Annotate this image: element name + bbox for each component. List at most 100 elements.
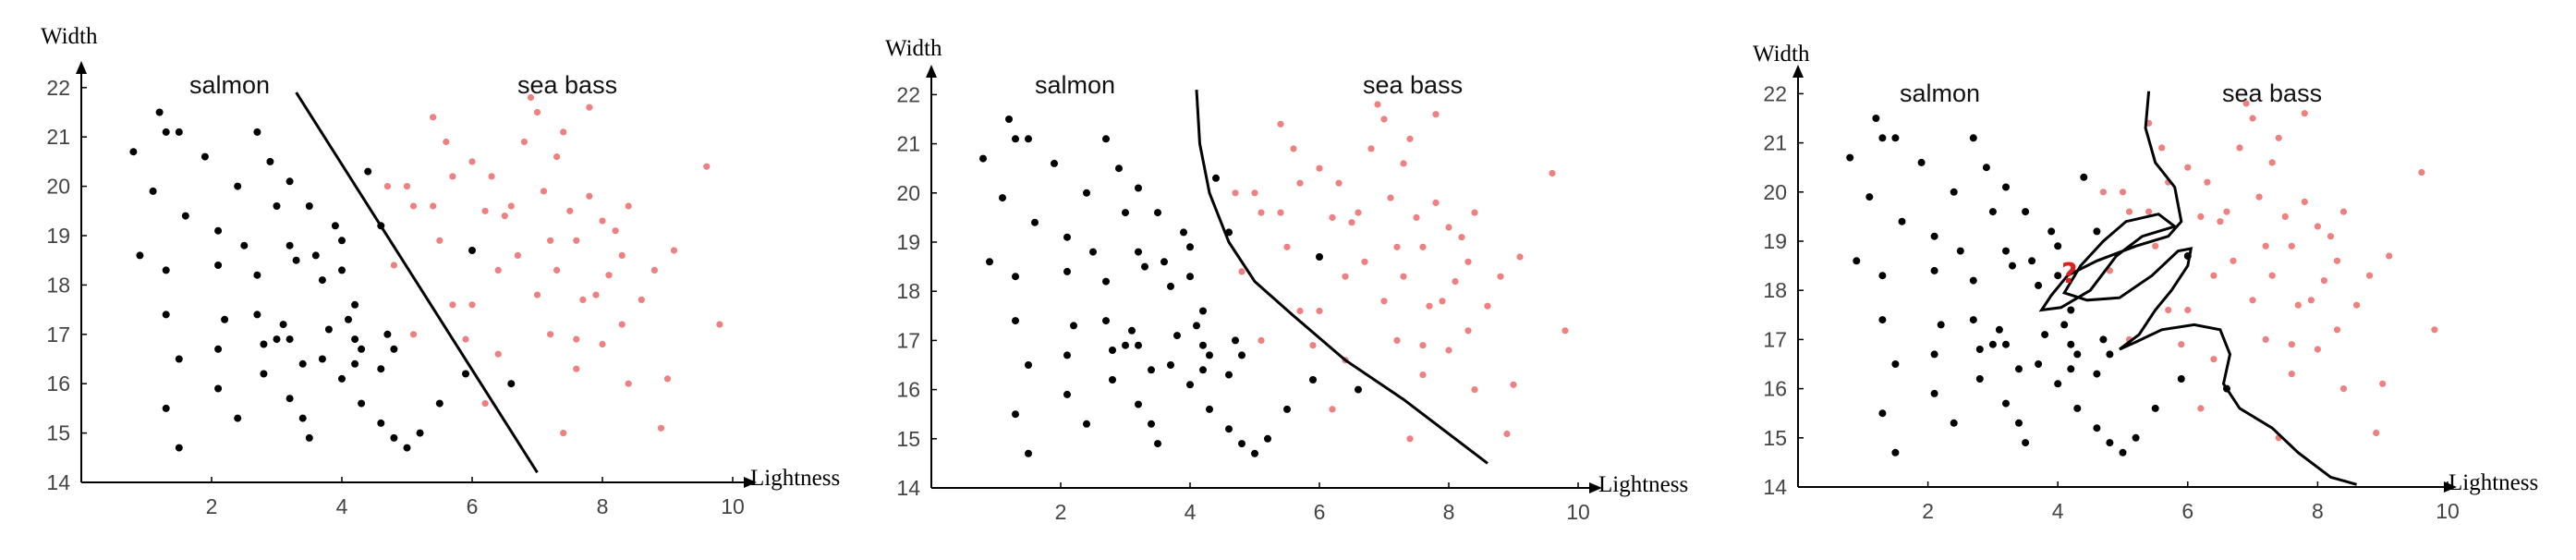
sea-bass-point	[1277, 120, 1284, 128]
x-tick-label: 10	[1566, 500, 1590, 524]
salmon-point	[286, 177, 294, 186]
salmon-point	[1872, 115, 1880, 122]
sea-bass-label: sea bass	[517, 71, 617, 99]
sea-bass-point	[586, 192, 593, 200]
salmon-point	[338, 266, 346, 274]
sea-bass-point	[1380, 298, 1388, 305]
sea-bass-point	[2327, 233, 2335, 240]
salmon-point	[1988, 208, 1997, 216]
sea-bass-point	[1251, 189, 1258, 197]
sea-bass-point	[1232, 189, 1239, 197]
salmon-point	[1878, 272, 1887, 280]
sea-bass-point	[2119, 189, 2127, 196]
salmon-point	[136, 251, 144, 260]
salmon-point	[2028, 257, 2036, 265]
sea-bass-point	[553, 153, 561, 161]
sea-bass-point	[1497, 273, 1504, 280]
salmon-point	[1212, 174, 1220, 182]
salmon-label: salmon	[1035, 71, 1115, 99]
salmon-point	[1128, 326, 1136, 335]
sea-bass-point	[1309, 342, 1317, 349]
sea-bass-point	[403, 183, 411, 190]
salmon-point	[253, 310, 261, 319]
salmon-point	[390, 433, 398, 442]
sea-bass-point	[1413, 213, 1420, 221]
salmon-point	[2035, 360, 2043, 368]
salmon-point	[1891, 360, 1900, 368]
salmon-point	[1917, 158, 1926, 166]
salmon-point	[2002, 340, 2010, 348]
y-axis-title: Width	[885, 36, 942, 61]
panel-complex-boundary: 2 4 6 8 10 14 15 16 17 18 19 20 21 22 Width Lightness…	[1753, 42, 2538, 523]
salmon-point	[377, 365, 385, 373]
salmon-point	[2022, 208, 2030, 216]
sea-bass-point	[2178, 341, 2185, 348]
sea-bass-point	[1361, 258, 1368, 265]
decision-boundary	[2038, 91, 2358, 486]
sea-bass-point	[1374, 101, 1381, 108]
sea-bass-point	[650, 266, 659, 274]
y-tick-label: 15	[896, 427, 920, 451]
x-tick-label: 8	[1443, 500, 1455, 524]
salmon-point	[2073, 404, 2082, 412]
sea-bass-point	[2314, 223, 2321, 230]
sea-bass-point	[2249, 115, 2256, 122]
sea-bass-point	[2294, 301, 2302, 309]
sea-bass-point	[2204, 178, 2211, 186]
sea-bass-point	[1355, 209, 1362, 216]
salmon-point	[1135, 248, 1142, 256]
sea-bass-point	[540, 188, 548, 195]
sea-bass-point	[501, 213, 508, 220]
sea-bass-point	[2223, 208, 2230, 215]
sea-bass-point	[2268, 159, 2276, 166]
sea-bass-point	[2431, 326, 2438, 334]
y-tick-label: 21	[46, 125, 70, 149]
sea-bass-point	[592, 291, 600, 298]
salmon-point	[2132, 433, 2140, 442]
sea-bass-point	[1549, 169, 1556, 177]
salmon-point	[175, 444, 183, 452]
sea-bass-point	[1432, 111, 1440, 118]
sea-bass-point	[663, 375, 672, 383]
salmon-point	[1012, 135, 1019, 143]
decision-boundary	[295, 91, 539, 474]
sea-bass-point	[449, 301, 456, 309]
sea-bass-point	[1561, 327, 1569, 335]
y-axis-arrow	[76, 61, 87, 74]
salmon-point	[1070, 322, 1077, 330]
sea-bass-point	[468, 158, 476, 165]
salmon-point	[1025, 449, 1032, 457]
y-tick-label: 18	[1763, 278, 1787, 302]
unknown-sample-marker: ?	[2061, 258, 2077, 290]
sea-bass-point	[1393, 243, 1401, 250]
x-tick-label: 6	[467, 494, 479, 518]
y-tick-label: 22	[1763, 81, 1787, 105]
sea-bass-point	[481, 207, 489, 214]
y-axis-title: Width	[41, 24, 98, 49]
sea-bass-point	[1400, 273, 1407, 280]
salmon-point	[129, 148, 138, 156]
salmon-point	[1102, 135, 1110, 143]
sea-bass-point	[1380, 116, 1388, 123]
salmon-point	[1063, 390, 1071, 398]
sea-bass-point	[573, 365, 580, 372]
sea-bass-point	[1419, 371, 1427, 379]
salmon-point	[2054, 272, 2062, 280]
sea-bass-point	[527, 93, 535, 102]
x-tick-label: 2	[206, 494, 218, 518]
x-tick-label: 8	[597, 494, 609, 518]
sea-bass-point	[1258, 336, 1265, 344]
salmon-point	[1251, 449, 1258, 457]
x-axis-title: Lightness	[1598, 472, 1688, 497]
sea-bass-point	[507, 202, 515, 210]
sea-bass-point	[2373, 429, 2380, 437]
sea-bass-point	[618, 251, 626, 259]
panel-quadratic-boundary: 2 4 6 8 10 14 15 16 17 18 19 20 21 22 Width Lightness…	[885, 36, 1688, 524]
salmon-point	[1012, 273, 1019, 281]
sea-bass-point	[409, 202, 418, 210]
sea-bass-point	[1342, 273, 1349, 280]
salmon-point	[260, 370, 268, 378]
sea-bass-point	[1393, 336, 1401, 344]
salmon-point	[279, 321, 287, 329]
